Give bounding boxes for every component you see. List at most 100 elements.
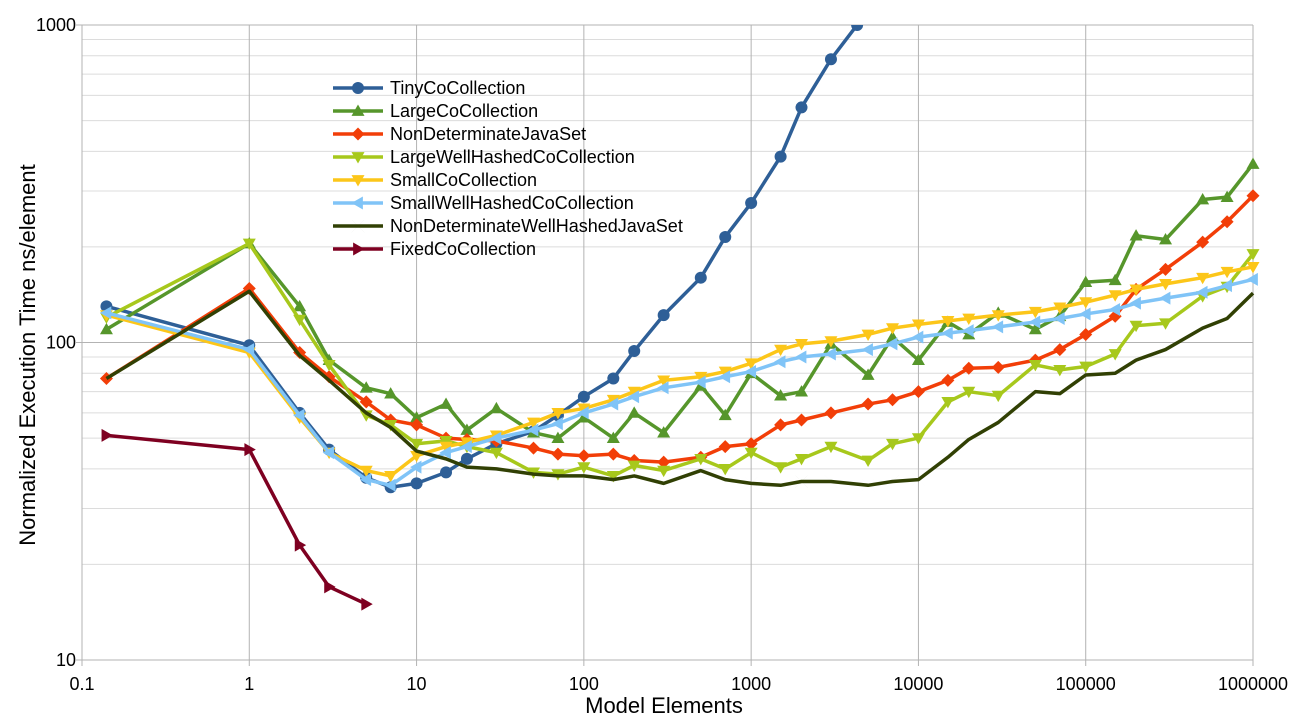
data-point [577,469,591,483]
data-point [359,406,373,420]
legend-label: SmallWellHashedCoCollection [390,193,634,213]
data-point [551,408,565,420]
legend-item: LargeWellHashedCoCollection [333,147,635,167]
x-tick-label: 100000 [1056,674,1116,694]
data-point [1196,272,1210,285]
data-point [322,373,336,387]
data-point [359,395,373,409]
data-point [606,471,620,483]
y-tick-label: 10 [56,650,76,670]
data-point [1129,229,1143,241]
data-point [410,444,424,458]
data-point [719,230,732,243]
data-point [384,478,396,492]
data-point [460,423,474,435]
data-point [1079,368,1093,382]
data-point [489,447,503,460]
data-point [744,447,758,460]
data-point [911,353,925,366]
data-point [359,381,373,393]
data-point [526,423,539,437]
data-point [439,441,453,454]
data-point [351,152,365,164]
data-point [551,431,565,443]
data-point [718,440,732,454]
data-point [962,324,974,338]
data-point [1196,193,1210,205]
data-point [718,473,732,487]
data-point [657,309,670,322]
data-point [1196,285,1208,299]
data-point [1053,312,1065,326]
data-point [322,370,336,384]
x-axis-title: Model Elements [585,693,743,718]
data-point [657,381,669,395]
data-point [1028,322,1042,335]
data-point [293,349,307,363]
y-axis-title: Normalized Execution Time ns/element [15,164,40,546]
data-point [1028,360,1042,372]
legend-item: LargeCoCollection [333,101,538,121]
data-point [774,418,788,432]
legend-label: FixedCoCollection [390,239,536,259]
data-point [439,435,453,448]
data-point [1246,157,1260,169]
data-point [886,393,900,407]
data-point [322,446,334,460]
data-point [577,390,590,403]
data-point [991,310,1005,322]
legend-item: NonDeterminateWellHashedJavaSet [333,216,683,236]
data-point [1220,190,1234,202]
data-point [627,386,641,399]
data-point [1079,275,1093,287]
data-point [861,329,875,341]
data-point [911,385,925,399]
data-point [1129,320,1143,333]
data-point [824,474,838,488]
data-point [911,473,925,487]
data-point [886,337,898,351]
data-point [694,371,708,384]
data-point [242,238,256,251]
data-point [991,320,1004,334]
data-point [99,372,113,386]
data-point [941,450,955,464]
data-point [1159,291,1171,305]
data-point [718,463,732,476]
data-point [886,323,900,335]
x-tick-label: 0.1 [69,674,94,694]
data-point [101,428,113,442]
data-point [1129,284,1143,296]
data-point [694,271,707,284]
data-point [824,336,838,348]
data-point [359,465,373,478]
x-tick-label: 10000 [893,674,943,694]
data-point [526,467,540,481]
data-point [1159,278,1173,291]
data-point [694,453,708,466]
data-point [551,417,563,431]
data-point [627,460,641,472]
data-point [384,471,398,483]
data-point [293,314,307,327]
data-point [351,219,365,233]
data-point [851,25,864,31]
data-point [941,326,953,340]
data-point [861,455,875,467]
data-point [410,438,424,451]
data-point [351,196,363,210]
data-point [1053,387,1067,401]
data-point [1129,353,1143,367]
data-point [440,466,453,479]
data-point [410,418,424,432]
x-tick-label: 100 [569,674,599,694]
data-point [627,469,641,483]
data-point [577,462,591,474]
data-point [384,420,398,434]
data-point [774,389,788,401]
data-point [439,452,453,466]
y-tick-label: 1000 [36,15,76,35]
data-point [384,387,398,399]
data-point [1246,249,1260,261]
data-point [861,368,875,380]
